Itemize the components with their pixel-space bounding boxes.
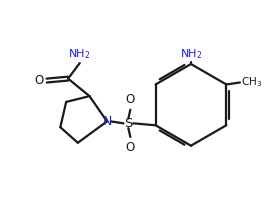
Text: CH$_3$: CH$_3$ [241,76,262,89]
Text: O: O [34,74,44,87]
Text: O: O [126,93,135,106]
Text: N: N [102,115,112,128]
Text: NH$_2$: NH$_2$ [180,47,202,61]
Text: O: O [126,141,135,154]
Text: S: S [124,117,132,130]
Text: NH$_2$: NH$_2$ [69,47,91,61]
